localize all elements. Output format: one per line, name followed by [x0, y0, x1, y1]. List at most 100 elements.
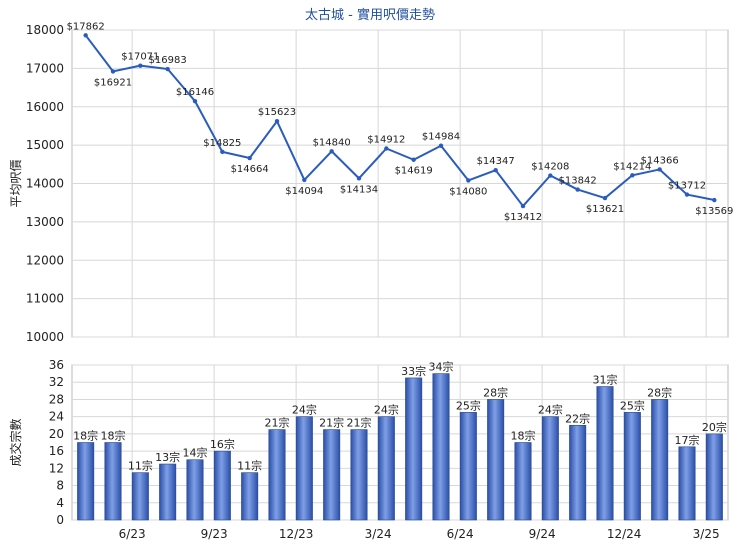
- transactions-bar: [377, 416, 395, 521]
- price-point: [630, 173, 635, 178]
- line-y-axis-label: 平均呎價: [9, 159, 23, 207]
- x-tick-label: 3/25: [693, 527, 720, 541]
- x-tick-label: 6/23: [119, 527, 146, 541]
- price-data-label: $14134: [340, 184, 378, 195]
- transactions-bar: [459, 412, 477, 521]
- price-data-label: $13712: [668, 181, 706, 192]
- price-point: [384, 146, 389, 151]
- transactions-bar: [569, 424, 587, 521]
- transactions-bar: [514, 442, 532, 521]
- price-point: [356, 176, 362, 181]
- transactions-bar: [651, 399, 669, 521]
- transactions-data-label: 18宗: [511, 429, 536, 443]
- price-point: [575, 187, 580, 192]
- bar-y-tick-label: 16: [49, 444, 64, 458]
- price-point: [274, 119, 280, 124]
- price-data-label: $13621: [586, 204, 624, 215]
- x-tick-label: 6/24: [447, 527, 474, 541]
- transactions-data-label: 34宗: [429, 360, 454, 374]
- price-point: [165, 66, 170, 72]
- transactions-data-label: 25宗: [620, 398, 645, 412]
- price-series-line: [84, 34, 715, 208]
- transactions-data-label: 31宗: [593, 373, 618, 387]
- bar-y-tick-label: 4: [56, 496, 64, 510]
- x-tick-label: 12/24: [607, 527, 642, 541]
- line-y-tick-label: 17000: [26, 61, 64, 75]
- transactions-bar: [268, 429, 286, 521]
- transactions-data-label: 22宗: [565, 411, 590, 425]
- transactions-data-label: 11宗: [237, 459, 262, 473]
- transactions-bar: [678, 446, 696, 521]
- price-line-panel: 10000 11000 12000 13000 14000 15000 16000 17000…: [9, 21, 733, 344]
- price-data-label: $14080: [449, 186, 487, 197]
- price-point: [493, 167, 498, 173]
- price-data-label: $13412: [504, 212, 542, 223]
- transactions-bar: [487, 399, 505, 521]
- price-data-label: $14094: [285, 186, 323, 197]
- transactions-data-label: 33宗: [401, 364, 426, 378]
- transactions-data-label: 17宗: [675, 433, 700, 447]
- price-point: [712, 197, 717, 203]
- price-data-label: $17862: [67, 21, 105, 32]
- price-data-label: $16146: [176, 87, 214, 98]
- transactions-bar: [104, 442, 122, 521]
- transactions-data-label: 18宗: [73, 429, 98, 443]
- price-point: [602, 195, 608, 201]
- price-point: [438, 143, 444, 148]
- transactions-data-label: 24宗: [374, 403, 399, 417]
- transactions-bar: [159, 463, 177, 521]
- transactions-bar-panel: 0 4 8 12 16 20 24 28 32 36 6/23 9/23 12/23 3/24 6/24 9/…: [8, 358, 729, 541]
- transactions-data-label: 11宗: [128, 459, 153, 473]
- bar-plot-area: [71, 364, 729, 521]
- price-data-label: $14664: [231, 164, 269, 175]
- price-data-label: $15623: [258, 107, 296, 118]
- price-data-label: $16983: [149, 55, 187, 66]
- price-data-label: $17071: [121, 52, 159, 63]
- x-tick-label: 12/23: [279, 527, 314, 541]
- bar-y-axis-label: 成交宗數: [8, 418, 23, 466]
- price-point: [247, 155, 252, 161]
- bar-y-tick-label: 28: [49, 392, 64, 406]
- price-point: [548, 173, 553, 178]
- transactions-bar: [295, 416, 313, 521]
- price-data-label: $14984: [422, 132, 460, 143]
- x-tick-label: 9/24: [529, 527, 556, 541]
- transactions-bar: [350, 429, 368, 521]
- transactions-data-label: 14宗: [183, 446, 208, 460]
- transactions-data-label: 21宗: [265, 416, 290, 430]
- bar-y-tick-label: 24: [49, 410, 64, 424]
- line-y-tick-label: 13000: [26, 215, 64, 229]
- bar-y-tick-label: 20: [49, 427, 64, 441]
- price-data-label: $14214: [613, 161, 651, 172]
- transactions-bar: [131, 472, 149, 521]
- transactions-data-label: 24宗: [292, 403, 317, 417]
- price-point: [220, 149, 225, 155]
- bar-y-tick-label: 12: [49, 461, 64, 475]
- x-tick-label: 3/24: [365, 527, 392, 541]
- price-data-label: $14347: [477, 156, 515, 167]
- transactions-bar: [432, 373, 450, 521]
- transactions-data-label: 24宗: [538, 403, 563, 417]
- bar-y-tick-label: 0: [56, 513, 64, 527]
- price-point: [138, 63, 143, 68]
- transactions-bar: [705, 433, 723, 521]
- price-point: [657, 167, 662, 172]
- price-data-label: $14912: [367, 135, 405, 146]
- x-tick-label: 9/23: [201, 527, 228, 541]
- transactions-data-label: 21宗: [347, 416, 372, 430]
- transactions-bar: [623, 412, 641, 521]
- line-y-tick-label: 10000: [26, 330, 64, 344]
- price-point: [302, 177, 307, 183]
- bar-y-tick-label: 36: [49, 358, 64, 372]
- line-y-tick-label: 12000: [26, 253, 64, 267]
- price-data-label: $14825: [203, 138, 241, 149]
- line-y-tick-label: 14000: [26, 177, 64, 191]
- transactions-bar: [186, 459, 204, 521]
- transactions-bar: [596, 386, 614, 521]
- transactions-bar: [77, 442, 95, 521]
- price-point: [466, 178, 471, 183]
- price-data-label: $16921: [94, 77, 132, 88]
- line-y-tick-label: 11000: [26, 292, 64, 306]
- line-y-tick-label: 18000: [26, 23, 64, 37]
